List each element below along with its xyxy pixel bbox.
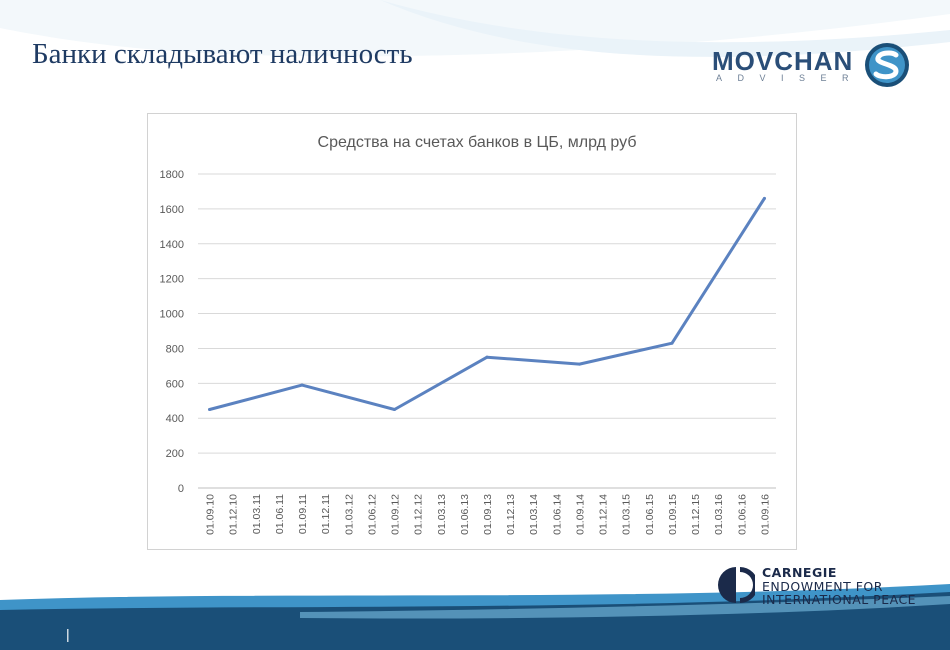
x-tick-label: 01.06.11 [274, 494, 286, 534]
x-tick-label: 01.06.12 [366, 494, 378, 535]
x-tick-label: 01.09.13 [482, 494, 494, 535]
x-tick-label: 01.03.15 [621, 494, 633, 535]
y-tick-label: 200 [166, 448, 184, 460]
movchan-logo: MOVCHAN ADVISER [712, 42, 912, 88]
x-tick-label: 01.09.15 [667, 494, 679, 535]
data-point [393, 408, 397, 411]
x-tick-label: 01.12.11 [320, 494, 332, 534]
y-tick-label: 800 [166, 343, 184, 355]
carnegie-c-icon [718, 567, 755, 603]
x-tick-label: 01.12.14 [598, 494, 610, 535]
data-point [762, 196, 766, 200]
x-tick-label: 01.12.13 [505, 494, 517, 535]
y-tick-label: 600 [166, 378, 184, 390]
movchan-logo-name: MOVCHAN [712, 46, 854, 76]
x-tick-label: 01.06.16 [736, 494, 748, 535]
data-point [208, 408, 212, 411]
series-line [208, 196, 766, 411]
movchans-s-icon [865, 43, 909, 87]
slide-title: Банки складывают наличность [32, 38, 413, 70]
x-tick-label: 01.09.10 [205, 494, 217, 535]
x-tick-label: 01.06.15 [644, 494, 656, 535]
y-tick-label: 1600 [160, 204, 184, 216]
carnegie-logo: CARNEGIE ENDOWMENT FOR INTERNATIONAL PEA… [717, 566, 937, 608]
chart-frame: Средства на счетах банков в ЦБ, млрд руб… [147, 113, 797, 550]
line-chart: Средства на счетах банков в ЦБ, млрд руб… [160, 134, 776, 535]
x-tick-label: 01.03.16 [713, 494, 725, 535]
x-tick-label: 01.12.15 [690, 494, 702, 535]
x-tick-label: 01.09.16 [759, 494, 771, 535]
data-point [300, 383, 304, 387]
x-tick-label: 01.09.14 [574, 494, 586, 535]
y-tick-label: 1800 [160, 169, 184, 181]
carnegie-logo-text: CARNEGIE ENDOWMENT FOR INTERNATIONAL PEA… [762, 566, 916, 607]
x-tick-label: 01.03.13 [436, 494, 448, 535]
x-tick-label: 01.12.10 [228, 494, 240, 535]
data-point [670, 341, 674, 345]
x-tick-label: 01.03.14 [528, 494, 540, 535]
chart-title: Средства на счетах банков в ЦБ, млрд руб [318, 134, 637, 151]
movchan-logo-sub: ADVISER [716, 73, 865, 83]
footer-marker: | [66, 626, 70, 642]
y-tick-label: 0 [178, 483, 184, 495]
carnegie-line3: INTERNATIONAL PEACE [762, 592, 917, 607]
x-tick-label: 01.03.11 [251, 494, 263, 534]
x-tick-label: 01.03.12 [343, 494, 355, 535]
x-tick-label: 01.06.14 [551, 494, 563, 535]
y-tick-label: 1400 [160, 239, 184, 251]
data-point [577, 362, 581, 366]
x-tick-label: 01.12.12 [413, 494, 425, 535]
data-point [485, 355, 489, 359]
x-tick-label: 01.06.13 [459, 494, 471, 535]
x-tick-label: 01.09.11 [297, 494, 309, 534]
carnegie-line2: ENDOWMENT FOR [762, 578, 883, 594]
y-tick-label: 1200 [160, 274, 184, 286]
carnegie-line1: CARNEGIE [762, 565, 837, 580]
x-tick-label: 01.09.12 [390, 494, 402, 535]
y-tick-label: 1000 [160, 309, 184, 321]
y-tick-label: 400 [166, 413, 184, 425]
